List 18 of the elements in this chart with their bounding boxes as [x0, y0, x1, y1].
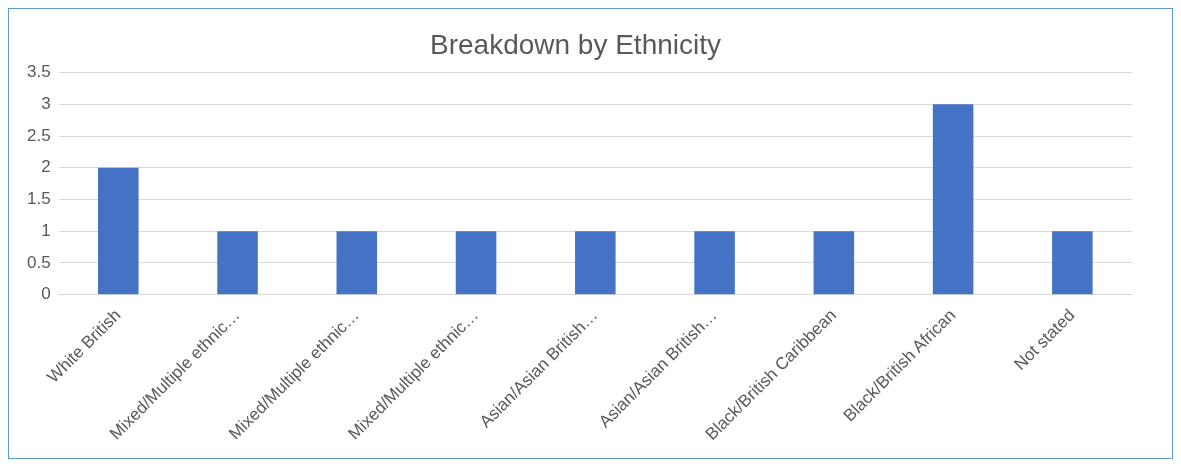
- bar: [575, 231, 616, 295]
- bar: [813, 231, 855, 295]
- bar: [217, 231, 258, 295]
- y-tick-label: 3: [41, 94, 51, 114]
- bar: [97, 167, 139, 295]
- y-tick-label: 0.5: [26, 252, 51, 272]
- bar: [932, 104, 974, 295]
- bar: [336, 231, 378, 295]
- bar: [455, 231, 497, 295]
- y-tick-label: 3.5: [26, 62, 51, 82]
- y-tick-label: 1: [41, 220, 51, 240]
- y-tick-label: 1.5: [26, 189, 51, 209]
- bar: [694, 231, 735, 295]
- y-tick-label: 2: [41, 157, 51, 177]
- y-tick-label: 0: [41, 284, 51, 304]
- chart-title: Breakdown by Ethnicity: [429, 28, 722, 60]
- bar: [1052, 231, 1093, 295]
- y-tick-label: 2.5: [26, 125, 51, 145]
